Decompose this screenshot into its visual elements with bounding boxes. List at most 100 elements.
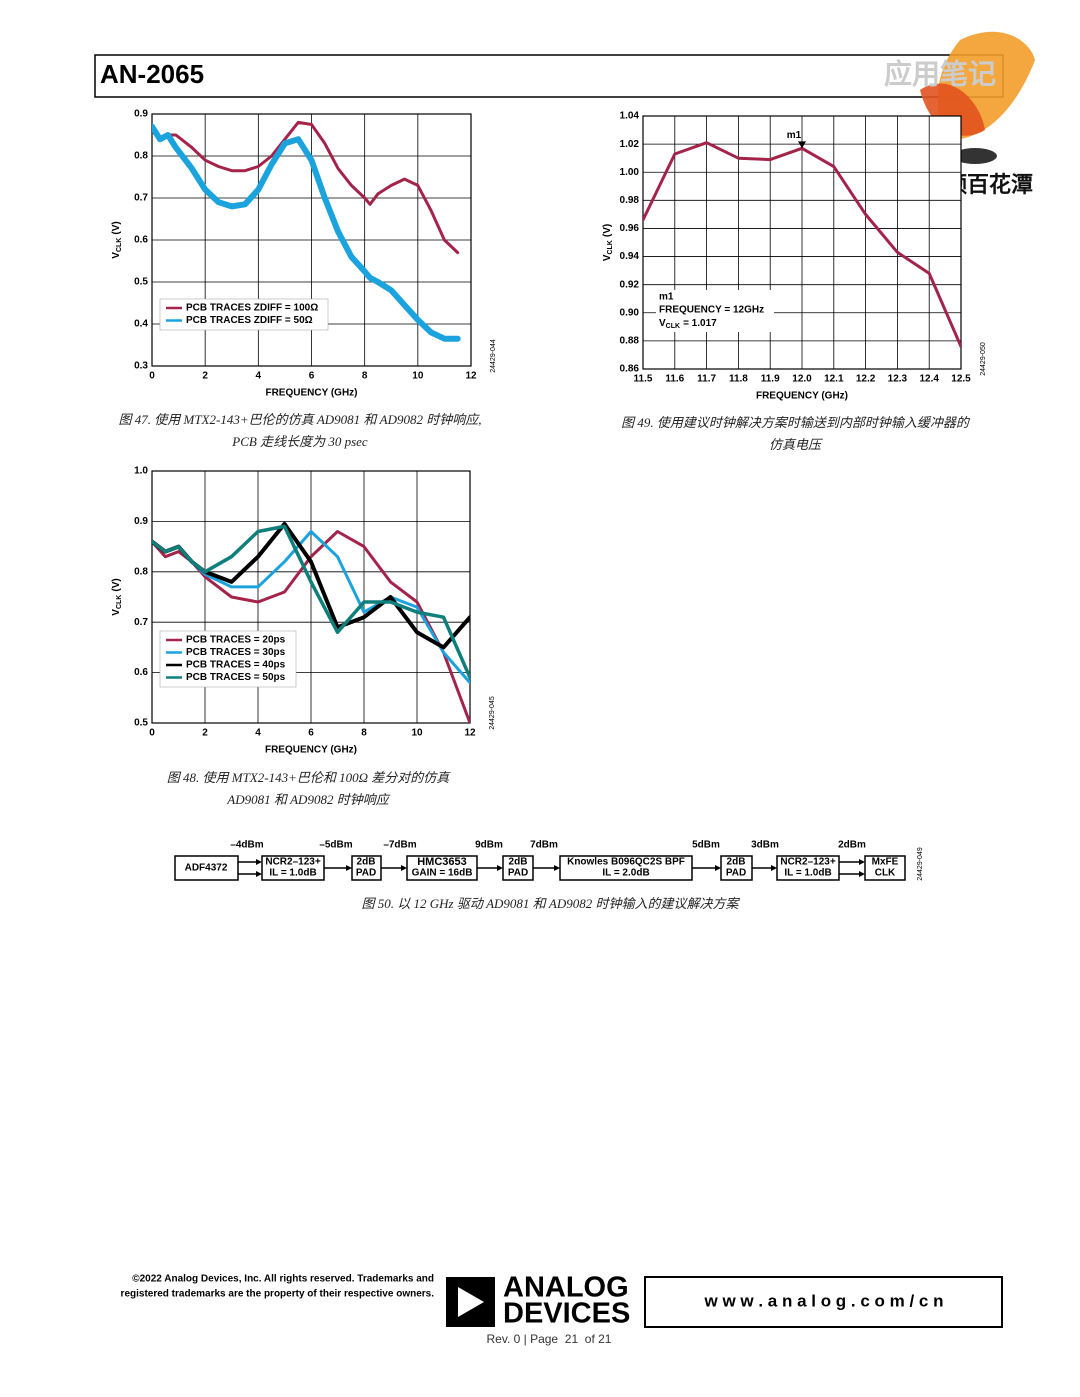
x-tick-label: 12 xyxy=(465,371,477,382)
x-tick-label: 6 xyxy=(309,371,315,382)
x-tick-label: 11.7 xyxy=(697,374,716,385)
diagram-node-label: NCR2–123+ xyxy=(780,857,835,868)
y-tick-label: 1.00 xyxy=(620,167,640,178)
y-tick-label: 0.7 xyxy=(134,193,148,204)
y-tick-label: 0.90 xyxy=(620,307,640,318)
y-tick-label: 0.98 xyxy=(620,195,640,206)
legend-label: PCB TRACES ZDIFF = 100Ω xyxy=(186,303,318,314)
watermark: 应用笔记 xyxy=(884,57,996,89)
figure-caption: AD9081 和 AD9082 时钟响应 xyxy=(226,792,390,807)
power-level: 5dBm xyxy=(692,840,720,851)
diagram-node-label: IL = 1.0dB xyxy=(784,868,831,879)
x-axis-label: FREQUENCY (GHz) xyxy=(756,391,848,402)
y-tick-label: 1.02 xyxy=(620,139,640,150)
block-diagram xyxy=(174,855,906,881)
logo-flame xyxy=(920,83,985,136)
legend-label: PCB TRACES ZDIFF = 50Ω xyxy=(186,315,313,326)
legend-label: PCB TRACES = 50ps xyxy=(186,672,286,683)
x-tick-label: 12.5 xyxy=(951,374,971,385)
diagram-node-label: HMC3653 xyxy=(417,856,467,868)
x-tick-label: 4 xyxy=(255,728,261,739)
legend xyxy=(159,298,329,331)
series-line xyxy=(152,530,470,723)
x-tick-label: 10 xyxy=(412,371,424,382)
legend-label: PCB TRACES = 20ps xyxy=(186,635,286,646)
power-level: 9dBm xyxy=(475,840,503,851)
logo-text: ANALOG xyxy=(503,1272,629,1304)
diagram-node-label: ADF4372 xyxy=(185,863,228,874)
annotation-main: V xyxy=(659,318,666,329)
y-axis-label: VCLK (V) xyxy=(111,221,123,258)
diagram-node-label: NCR2–123+ xyxy=(265,857,320,868)
logo-disc xyxy=(953,148,997,164)
x-tick-label: 2 xyxy=(202,728,208,739)
url-frame xyxy=(644,1276,1003,1328)
x-tick-label: 4 xyxy=(256,371,262,382)
diagram-node-label: CLK xyxy=(875,868,896,879)
marker-label: m1 xyxy=(787,130,802,141)
annotation-rest: = 1.017 xyxy=(683,318,717,329)
diagram-node-label: GAIN = 16dB xyxy=(412,868,473,879)
y-tick-label: 0.5 xyxy=(134,718,148,729)
figure-caption: 仿真电压 xyxy=(769,437,823,452)
power-level: 2dBm xyxy=(838,840,866,851)
y-tick-label: 0.6 xyxy=(134,667,148,678)
footer: ©2022 Analog Devices, Inc. All rights re… xyxy=(121,1272,1003,1346)
diagram-node-label: 2dB xyxy=(357,857,376,868)
annotation-sub: CLK xyxy=(666,323,680,330)
x-tick-label: 11.5 xyxy=(634,374,653,385)
y-tick-label: 0.96 xyxy=(620,223,640,234)
header-title: AN-2065 xyxy=(100,59,204,89)
copyright: registered trademarks are the property o… xyxy=(121,1289,435,1300)
y-tick-label: 0.86 xyxy=(620,364,640,375)
page-number: Rev. 0 | Page 21 of 21 xyxy=(487,1332,612,1346)
x-tick-label: 8 xyxy=(362,371,368,382)
url: w w w . a n a l o g . c o m / c n xyxy=(704,1291,944,1310)
diagram-node-label: PAD xyxy=(508,868,528,879)
y-axis-label: VCLK (V) xyxy=(602,224,614,261)
annotation: m1 xyxy=(659,292,674,303)
y-axis-label-sub: CLK xyxy=(607,240,614,254)
figure-caption: 图 50. 以 12 GHz 驱动 AD9081 和 AD9082 时钟输入的建… xyxy=(362,896,741,911)
y-axis-label: VCLK (V) xyxy=(111,578,123,615)
y-axis-label-rest: (V) xyxy=(111,578,122,591)
diagram-node-label: MxFE xyxy=(872,857,899,868)
diagram-node-label: PAD xyxy=(726,868,746,879)
x-tick-label: 8 xyxy=(361,728,367,739)
marker xyxy=(798,141,806,149)
series-line xyxy=(152,120,460,255)
x-tick-label: 12.0 xyxy=(792,374,812,385)
y-tick-label: 0.8 xyxy=(134,151,148,162)
diagram-node-label: Knowles B096QC2S BPF xyxy=(567,857,685,868)
annotation-box xyxy=(656,290,774,332)
figure-code: 24429-045 xyxy=(489,696,496,730)
y-tick-label: 0.9 xyxy=(134,516,148,527)
legend xyxy=(159,630,297,688)
x-tick-label: 12.4 xyxy=(919,374,939,385)
x-tick-label: 12 xyxy=(464,728,476,739)
x-tick-label: 2 xyxy=(202,371,208,382)
legend-label: PCB TRACES = 30ps xyxy=(186,647,286,658)
y-axis-label-main: V xyxy=(111,252,122,259)
y-tick-label: 0.8 xyxy=(134,566,148,577)
copyright: ©2022 Analog Devices, Inc. All rights re… xyxy=(132,1274,434,1285)
figure-caption: 图 49. 使用建议时钟解决方案时输送到内部时钟输入缓冲器的 xyxy=(621,415,971,430)
y-axis-label-rest: (V) xyxy=(602,224,613,237)
y-tick-label: 0.4 xyxy=(134,319,148,330)
power-level: –5dBm xyxy=(319,840,352,851)
y-tick-label: 0.9 xyxy=(134,109,148,120)
header-frame xyxy=(94,54,1004,98)
x-axis-label: FREQUENCY (GHz) xyxy=(265,388,357,399)
y-axis-label-sub: CLK xyxy=(116,238,123,252)
figure-code: 24429-049 xyxy=(917,847,924,881)
power-level: 3dBm xyxy=(751,840,779,851)
x-tick-label: 12.2 xyxy=(856,374,876,385)
diagram-node-label: 2dB xyxy=(509,857,528,868)
diagram-node-label: 2dB xyxy=(727,857,746,868)
x-axis-label: FREQUENCY (GHz) xyxy=(265,745,357,756)
annotation: VCLK = 1.017 xyxy=(659,318,717,330)
figure-caption: 图 48. 使用 MTX2-143+巴伦和 100Ω 差分对的仿真 xyxy=(167,770,452,785)
x-tick-label: 0 xyxy=(149,728,155,739)
logo-text: DEVICES xyxy=(503,1298,630,1330)
